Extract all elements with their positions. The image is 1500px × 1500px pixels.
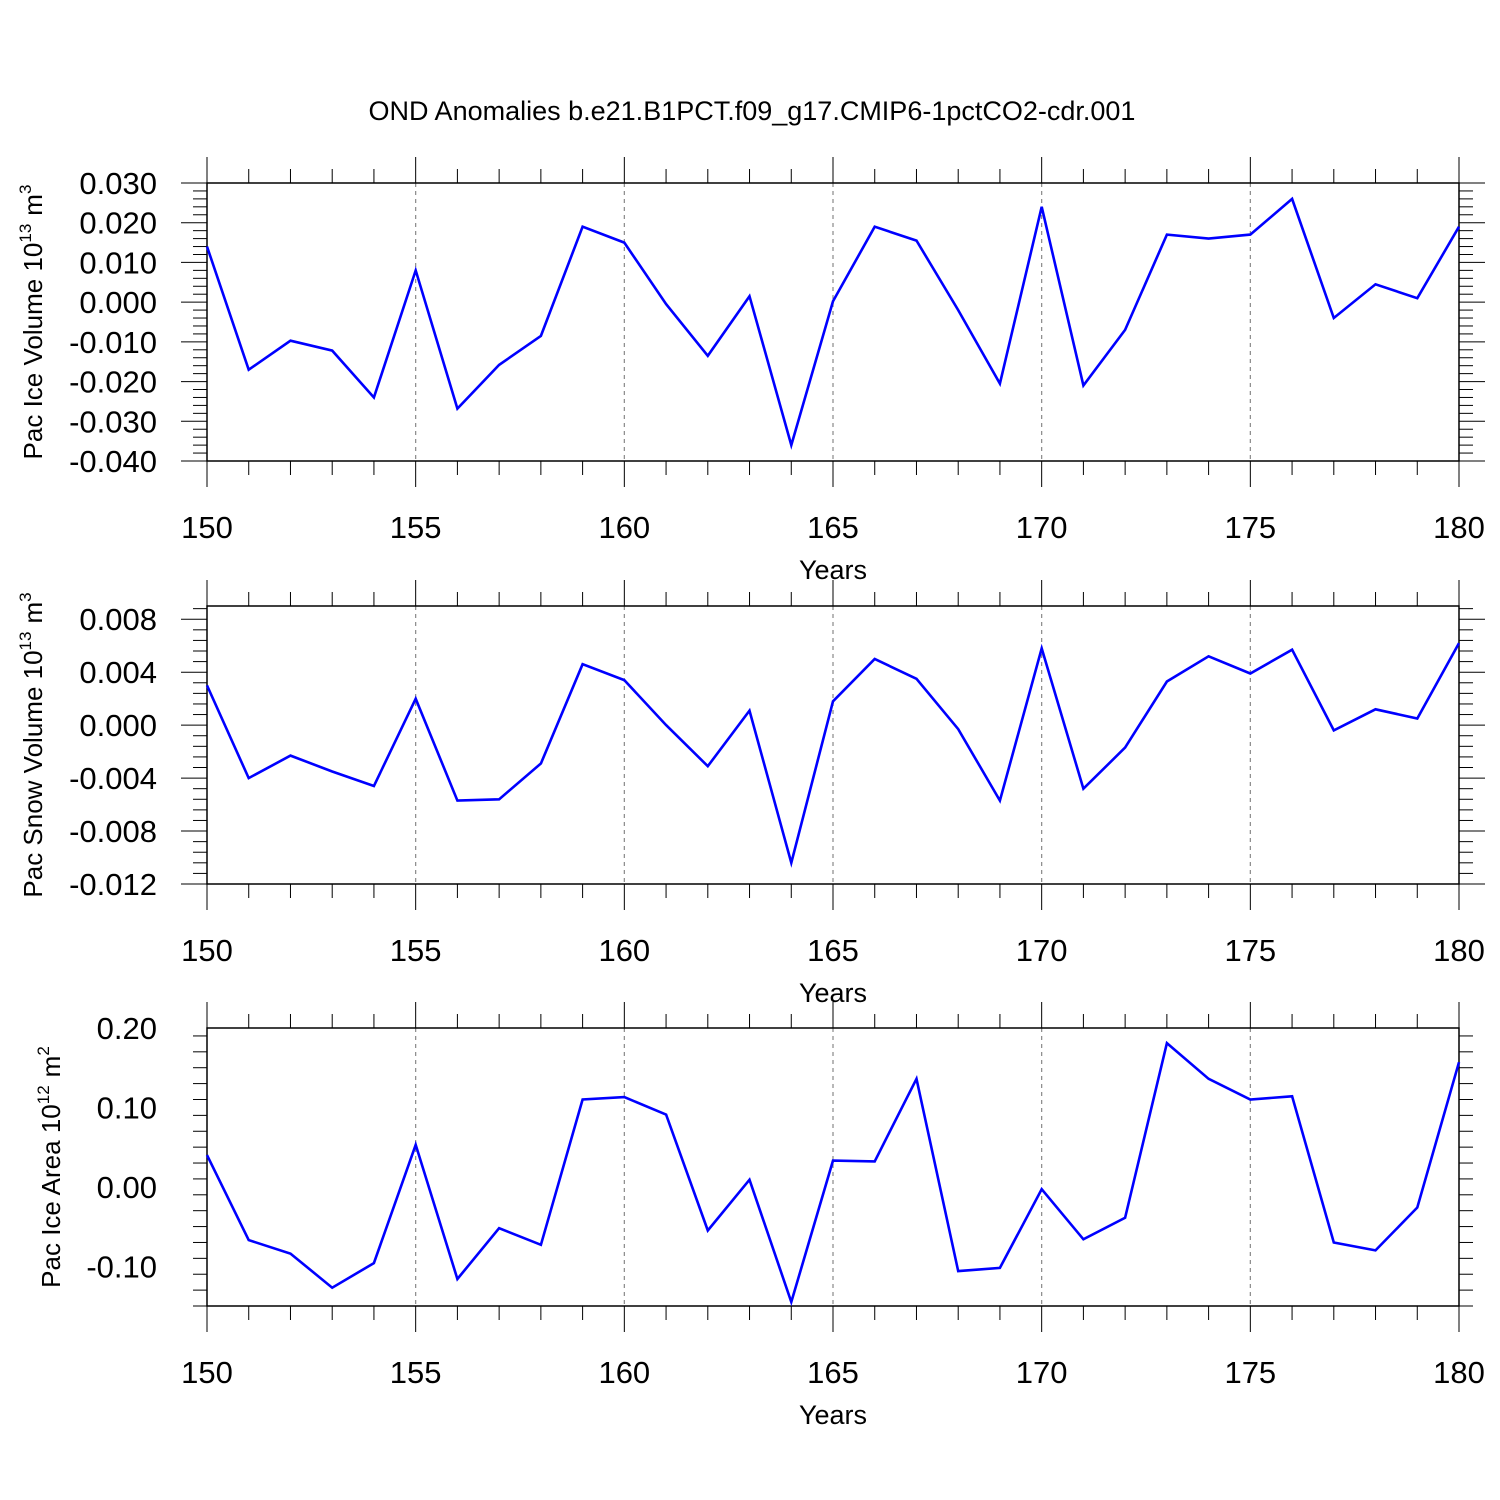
y-axis-label: Pac Snow Volume 1013 m3: [16, 592, 48, 897]
y-axis-unit-base: 10: [18, 243, 48, 272]
y-axis-unit-exp: 13: [16, 632, 35, 651]
y-axis-unit-exp: 13: [16, 224, 35, 243]
y-axis-label: Pac Ice Area 1012 m2: [34, 1046, 66, 1288]
x-tick-label: 165: [807, 510, 859, 545]
x-tick-label: 160: [598, 1355, 650, 1390]
y-axis-unit: m: [18, 194, 48, 216]
series-line: [205, 1040, 1461, 1307]
x-tick-label: 150: [181, 1355, 233, 1390]
x-tick-label: 175: [1224, 510, 1276, 545]
series-line: [205, 196, 1461, 450]
y-tick-label: 0.008: [79, 602, 157, 637]
x-tick-label: 180: [1433, 933, 1485, 968]
y-tick-label: 0.10: [97, 1090, 157, 1125]
y-axis-label-text: Pac Ice Area: [36, 1133, 66, 1288]
y-tick-label: -0.008: [69, 814, 157, 849]
y-axis-unit-unit-exp: 2: [34, 1046, 53, 1055]
y-axis-unit-exp: 12: [34, 1085, 53, 1104]
x-tick-label: 155: [390, 933, 442, 968]
series-line: [205, 642, 1461, 868]
y-tick-label: -0.004: [69, 761, 157, 796]
x-tick-label: 170: [1016, 933, 1068, 968]
x-tick-label: 155: [390, 510, 442, 545]
y-tick-label: 0.004: [79, 655, 157, 690]
y-tick-label: -0.020: [69, 365, 157, 400]
y-axis-unit-base: 10: [18, 650, 48, 679]
x-tick-label: 150: [181, 933, 233, 968]
y-tick-label: 0.000: [79, 708, 157, 743]
y-axis-unit: m: [36, 1056, 66, 1078]
x-tick-label: 180: [1433, 510, 1485, 545]
x-tick-label: 165: [807, 1355, 859, 1390]
y-axis-label-text: Pac Ice Volume: [18, 272, 48, 460]
y-tick-label: 0.20: [97, 1011, 157, 1046]
x-tick-label: 160: [598, 510, 650, 545]
y-axis-label-text: Pac Snow Volume: [18, 679, 48, 897]
y-tick-label: 0.020: [79, 206, 157, 241]
x-tick-label: 170: [1016, 1355, 1068, 1390]
chart-panels: 150 155 160 165 170 175 180 Years 0.030 0.020 0.01…: [16, 157, 1485, 1430]
y-axis-unit-unit-exp: 3: [16, 592, 35, 601]
x-tick-label: 175: [1224, 933, 1276, 968]
y-axis-unit: m: [18, 602, 48, 624]
y-tick-label: -0.10: [86, 1249, 157, 1284]
x-tick-label: 175: [1224, 1355, 1276, 1390]
panel-2: 150 155 160 165 170 175 180Years0.0080.0040.00…: [16, 580, 1485, 1008]
y-tick-label: -0.030: [69, 404, 157, 439]
x-axis-label: Years: [799, 1400, 867, 1430]
y-tick-label: 0.030: [79, 166, 157, 201]
panel-3: 150 155 160 165 170 175 180 Years 0.20 0.10 0.00 -0…: [34, 1002, 1485, 1430]
x-tick-label: 180: [1433, 1355, 1485, 1390]
x-tick-label: 155: [390, 1355, 442, 1390]
y-tick-label: -0.040: [69, 444, 157, 479]
x-tick-label: 170: [1016, 510, 1068, 545]
x-tick-label: 150: [181, 510, 233, 545]
y-tick-label: -0.010: [69, 325, 157, 360]
x-tick-label: 160: [598, 933, 650, 968]
y-axis-unit-base: 10: [36, 1104, 66, 1133]
chart-title: OND Anomalies b.e21.B1PCT.f09_g17.CMIP6-…: [369, 96, 1136, 126]
x-tick-label: 165: [807, 933, 859, 968]
y-tick-label: 0.00: [97, 1170, 157, 1205]
panel-1: 150 155 160 165 170 175 180Years0.0300.0200.01…: [16, 157, 1485, 585]
y-axis-unit-unit-exp: 3: [16, 185, 35, 194]
y-tick-label: -0.012: [69, 867, 157, 902]
y-tick-label: 0.010: [79, 245, 157, 280]
y-axis-label: Pac Ice Volume 1013 m3: [16, 185, 48, 460]
y-tick-label: 0.000: [79, 285, 157, 320]
